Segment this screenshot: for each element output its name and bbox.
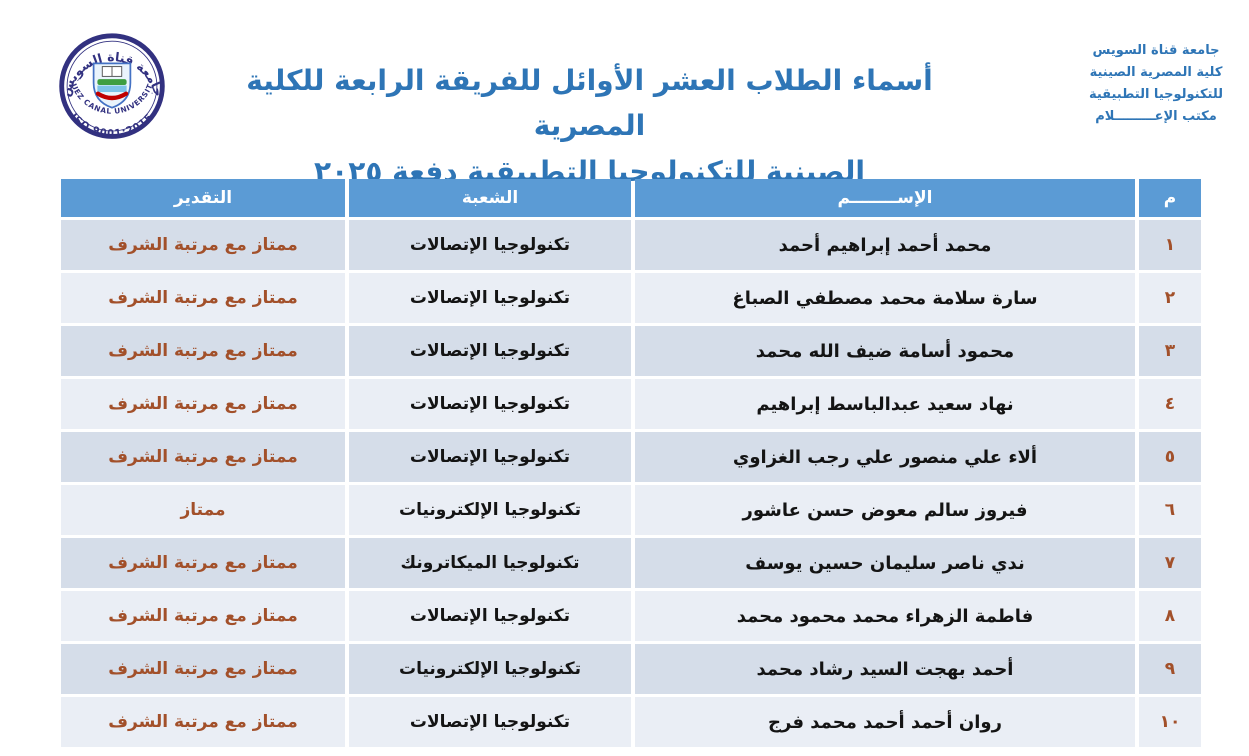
student-department: تكنولوجيا الإتصالات xyxy=(349,379,631,429)
table-row: ١٠ روان أحمد أحمد محمد فرج تكنولوجيا الإ… xyxy=(61,697,1201,747)
student-index: ١ xyxy=(1139,220,1201,270)
university-logo: جامعة قناة السويس SUEZ CANAL UNIVERSITY … xyxy=(54,25,168,164)
student-grade: ممتاز مع مرتبة الشرف xyxy=(61,644,345,694)
table-row: ٧ ندي ناصر سليمان حسين يوسف تكنولوجيا ال… xyxy=(61,538,1201,588)
student-index: ٧ xyxy=(1139,538,1201,588)
table-row: ٤ نهاد سعيد عبدالباسط إبراهيم تكنولوجيا … xyxy=(61,379,1201,429)
student-grade: ممتاز مع مرتبة الشرف xyxy=(61,697,345,747)
logo-shield-icon xyxy=(92,62,132,109)
table-row: ٨ فاطمة الزهراء محمد محمود محمد تكنولوجي… xyxy=(61,591,1201,641)
table-row: ٥ ألاء علي منصور علي رجب الغزاوي تكنولوج… xyxy=(61,432,1201,482)
student-department: تكنولوجيا الميكاترونك xyxy=(349,538,631,588)
column-header-grade: التقدير xyxy=(61,179,345,217)
student-name: أحمد بهجت السيد رشاد محمد xyxy=(635,644,1135,694)
student-grade: ممتاز مع مرتبة الشرف xyxy=(61,326,345,376)
student-index: ٤ xyxy=(1139,379,1201,429)
student-index: ١٠ xyxy=(1139,697,1201,747)
column-header-department: الشعبة xyxy=(349,179,631,217)
student-department: تكنولوجيا الإتصالات xyxy=(349,220,631,270)
student-department: تكنولوجيا الإتصالات xyxy=(349,591,631,641)
student-name: نهاد سعيد عبدالباسط إبراهيم xyxy=(635,379,1135,429)
student-department: تكنولوجيا الإلكترونيات xyxy=(349,485,631,535)
student-name: محمود أسامة ضيف الله محمد xyxy=(635,326,1135,376)
table-header-row: م الإســــــــم الشعبة التقدير xyxy=(61,179,1201,217)
student-index: ٥ xyxy=(1139,432,1201,482)
org-line-technology: للتكنولوجيا التطبيقية xyxy=(1088,87,1224,103)
table-row: ١ محمد أحمد إبراهيم أحمد تكنولوجيا الإتص… xyxy=(61,220,1201,270)
student-name: ألاء علي منصور علي رجب الغزاوي xyxy=(635,432,1135,482)
student-grade: ممتاز مع مرتبة الشرف xyxy=(61,379,345,429)
table-body: ١ محمد أحمد إبراهيم أحمد تكنولوجيا الإتص… xyxy=(61,220,1201,747)
student-department: تكنولوجيا الإتصالات xyxy=(349,326,631,376)
column-header-name: الإســــــــم xyxy=(635,179,1135,217)
student-grade: ممتاز مع مرتبة الشرف xyxy=(61,220,345,270)
student-name: سارة سلامة محمد مصطفي الصباغ xyxy=(635,273,1135,323)
student-department: تكنولوجيا الإتصالات xyxy=(349,432,631,482)
org-line-university: جامعة قناة السويس xyxy=(1092,43,1220,58)
student-department: تكنولوجيا الإتصالات xyxy=(349,697,631,747)
org-line-media-office: مكتب الإعـــــــــلام xyxy=(1095,109,1217,125)
table-row: ٩ أحمد بهجت السيد رشاد محمد تكنولوجيا ال… xyxy=(61,644,1201,694)
student-name: روان أحمد أحمد محمد فرج xyxy=(635,697,1135,747)
student-name: فيروز سالم معوض حسن عاشور xyxy=(635,485,1135,535)
student-index: ٨ xyxy=(1139,591,1201,641)
student-grade: ممتاز مع مرتبة الشرف xyxy=(61,432,345,482)
column-header-index: م xyxy=(1139,179,1201,217)
student-grade: ممتاز xyxy=(61,485,345,535)
student-index: ٢ xyxy=(1139,273,1201,323)
university-logo-icon: جامعة قناة السويس SUEZ CANAL UNIVERSITY … xyxy=(54,25,167,139)
student-grade: ممتاز مع مرتبة الشرف xyxy=(61,538,345,588)
table-row: ٢ سارة سلامة محمد مصطفي الصباغ تكنولوجيا… xyxy=(61,273,1201,323)
student-grade: ممتاز مع مرتبة الشرف xyxy=(61,273,345,323)
page-title-line1: أسماء الطلاب العشر الأوائل للفريقة الراب… xyxy=(246,64,933,143)
page-title: أسماء الطلاب العشر الأوائل للفريقة الراب… xyxy=(232,58,947,194)
student-department: تكنولوجيا الإلكترونيات xyxy=(349,644,631,694)
student-name: فاطمة الزهراء محمد محمود محمد xyxy=(635,591,1135,641)
table-row: ٣ محمود أسامة ضيف الله محمد تكنولوجيا ال… xyxy=(61,326,1201,376)
student-name: محمد أحمد إبراهيم أحمد xyxy=(635,220,1135,270)
table-row: ٦ فيروز سالم معوض حسن عاشور تكنولوجيا ال… xyxy=(61,485,1201,535)
student-index: ٦ xyxy=(1139,485,1201,535)
student-department: تكنولوجيا الإتصالات xyxy=(349,273,631,323)
org-header: جامعة قناة السويس كلية المصرية الصينية ل… xyxy=(1071,40,1241,128)
student-index: ٩ xyxy=(1139,644,1201,694)
org-line-college: كلية المصرية الصينية xyxy=(1089,65,1223,81)
students-table: م الإســــــــم الشعبة التقدير ١ محمد أح… xyxy=(57,176,1205,750)
student-name: ندي ناصر سليمان حسين يوسف xyxy=(635,538,1135,588)
student-index: ٣ xyxy=(1139,326,1201,376)
student-grade: ممتاز مع مرتبة الشرف xyxy=(61,591,345,641)
